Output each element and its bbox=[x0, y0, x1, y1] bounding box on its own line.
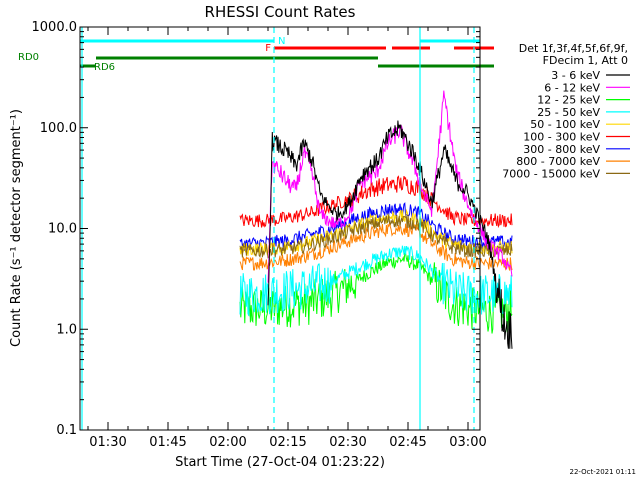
flag-label-rd6: RD6 bbox=[94, 62, 115, 73]
legend-label: 3 - 6 keV bbox=[551, 69, 600, 82]
y-tick-label: 1.0 bbox=[56, 322, 77, 337]
series-line-800-7000keV bbox=[239, 222, 513, 271]
series-line-3-6keV bbox=[267, 120, 513, 349]
x-tick-label: 02:00 bbox=[209, 435, 246, 450]
flag-label-rd0: RD0 bbox=[18, 52, 39, 63]
legend-label: 100 - 300 keV bbox=[523, 131, 600, 144]
y-tick-label: 0.1 bbox=[56, 423, 77, 438]
x-tick-label: 02:15 bbox=[269, 435, 306, 450]
y-tick-label: 10.0 bbox=[48, 222, 77, 237]
legend: Det 1f,3f,4f,5f,6f,9f,FDecim 1, Att 0 3 -… bbox=[502, 42, 630, 180]
legend-header: Det 1f,3f,4f,5f,6f,9f, bbox=[519, 42, 628, 55]
y-tick-label: 100.0 bbox=[40, 121, 77, 136]
series-line-7000-15000keV bbox=[239, 214, 513, 259]
series-lines bbox=[239, 90, 513, 349]
x-tick-label: 01:30 bbox=[89, 435, 126, 450]
flag-label-f: F bbox=[265, 43, 271, 54]
x-tick-label: 03:00 bbox=[449, 435, 486, 450]
legend-label: 25 - 50 keV bbox=[537, 106, 600, 119]
legend-label: 800 - 7000 keV bbox=[516, 155, 600, 168]
x-axis-label: Start Time (27-Oct-04 01:23:22) bbox=[175, 455, 385, 470]
legend-header: FDecim 1, Att 0 bbox=[543, 54, 628, 67]
footer-timestamp: 22-Oct-2021 01:11 bbox=[570, 468, 636, 476]
x-tick-label: 02:30 bbox=[329, 435, 366, 450]
x-tick-label: 02:45 bbox=[389, 435, 426, 450]
x-tick-label: 01:45 bbox=[149, 435, 186, 450]
flag-label-n: N bbox=[278, 36, 285, 47]
series-line-100-300keV bbox=[239, 175, 513, 229]
x-axis: 01:30 01:45 02:00 02:15 02:30 02:45 03:00 bbox=[87, 27, 487, 450]
legend-label: 300 - 800 keV bbox=[523, 143, 600, 156]
legend-label: 50 - 100 keV bbox=[530, 118, 600, 131]
legend-label: 12 - 25 keV bbox=[537, 94, 600, 107]
flag-bars: NF RD0 RD6 bbox=[18, 36, 494, 73]
legend-label: 6 - 12 keV bbox=[544, 81, 600, 94]
chart-title: RHESSI Count Rates bbox=[205, 3, 356, 21]
y-axis-label: Count Rate (s⁻¹ detector segment⁻¹) bbox=[9, 109, 24, 347]
y-tick-label: 1000.0 bbox=[32, 20, 78, 35]
y-axis: 0.1 1.0 10.0 100.0 1000.0 bbox=[32, 20, 480, 438]
series-line-25-50keV bbox=[239, 245, 513, 318]
legend-label: 7000 - 15000 keV bbox=[502, 167, 600, 180]
